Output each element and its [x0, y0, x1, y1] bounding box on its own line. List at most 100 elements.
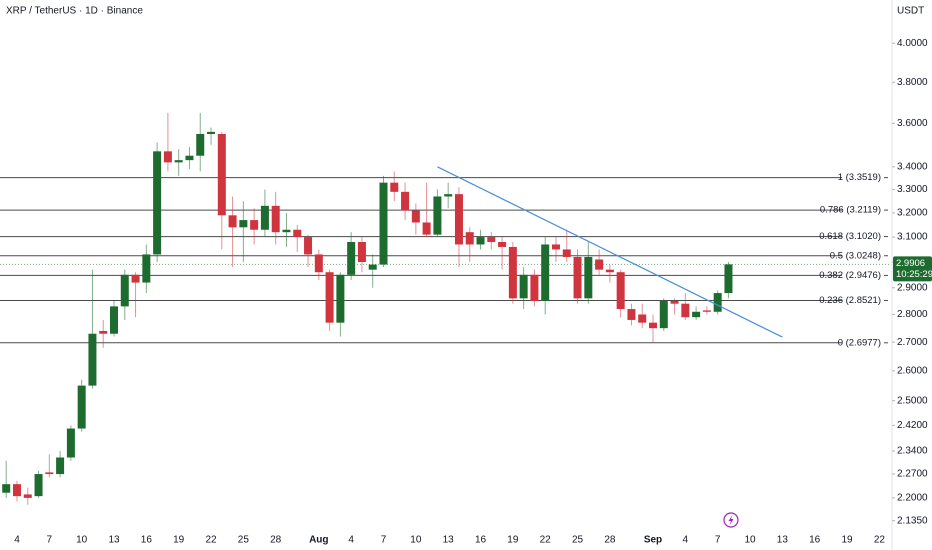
lightning-icon[interactable] — [723, 512, 739, 528]
candle-body — [422, 222, 431, 235]
candle-body — [454, 194, 463, 245]
x-tick-label: 10 — [76, 535, 88, 546]
fib-label: 1 (3.3519) — [838, 172, 881, 183]
candle-body — [250, 220, 259, 230]
candle-body — [551, 244, 560, 250]
candle-body — [357, 241, 366, 263]
x-tick-label: 7 — [381, 535, 387, 546]
x-tick-label: 16 — [809, 535, 821, 546]
candle-body — [702, 310, 711, 312]
y-tick-label: 3.4000 — [897, 161, 928, 172]
candle-body — [498, 241, 507, 247]
candle-body — [120, 274, 129, 307]
candle-body — [77, 385, 86, 429]
candle-body — [692, 311, 701, 318]
y-tick-label: 3.6000 — [897, 118, 928, 129]
y-tick-label: 2.5000 — [897, 395, 928, 406]
candle-body — [649, 322, 657, 329]
candle-body — [163, 151, 172, 163]
x-tick-label: 13 — [443, 535, 455, 546]
candle-body — [99, 330, 108, 334]
candle-body — [530, 274, 539, 302]
candle-body — [56, 457, 65, 475]
candle-body — [66, 428, 75, 458]
fib-label: 0.786 (3.2119) — [820, 205, 881, 216]
candle-body — [379, 182, 388, 265]
x-tick-label: 28 — [270, 535, 282, 546]
x-tick-label: 19 — [173, 535, 185, 546]
candle-body — [390, 182, 399, 192]
candle-body — [174, 160, 183, 163]
candle-body — [713, 293, 722, 312]
fib-label: 0.236 (2.8521) — [819, 295, 881, 306]
candle-body — [476, 237, 485, 245]
x-tick-label: 13 — [108, 535, 120, 546]
candle-body — [142, 254, 151, 283]
candle-body — [196, 133, 205, 156]
y-tick-label: 3.3000 — [897, 184, 928, 195]
last-price-label: 2.9906 — [896, 258, 925, 269]
x-tick-label: 16 — [141, 535, 153, 546]
y-tick-label: 3.8000 — [897, 77, 928, 88]
y-tick-label: 2.2000 — [897, 493, 928, 504]
candle-body — [724, 264, 733, 294]
fib-label: 0.618 (3.1020) — [819, 231, 881, 242]
countdown-label: 10:25:29 — [896, 269, 932, 280]
candle-body — [23, 494, 32, 498]
x-tick-label: 19 — [841, 535, 853, 546]
y-tick-label: 3.2000 — [897, 208, 928, 219]
candle-body — [411, 210, 420, 223]
candle-body — [444, 194, 453, 197]
candle-body — [584, 256, 593, 299]
candle-body — [681, 303, 690, 318]
candle-body — [541, 244, 550, 302]
candle-body — [282, 229, 291, 233]
candle-body — [239, 220, 248, 228]
candle-body — [573, 256, 582, 299]
candle-body — [217, 133, 226, 216]
candle-body — [627, 309, 636, 320]
x-tick-label: 22 — [874, 535, 886, 546]
y-tick-label: 2.9000 — [897, 282, 928, 293]
candle-body — [605, 269, 614, 273]
candle-body — [595, 259, 604, 270]
x-tick-label: 4 — [683, 535, 689, 546]
candle-body — [304, 237, 313, 255]
candle-body — [670, 301, 679, 304]
candle-body — [616, 272, 625, 310]
y-tick-label: 2.4200 — [897, 420, 928, 431]
x-tick-label: 7 — [715, 535, 721, 546]
candle-body — [131, 274, 140, 283]
candle-body — [34, 474, 43, 497]
x-tick-label: 7 — [47, 535, 53, 546]
candle-body — [153, 151, 162, 255]
candle-body — [401, 191, 410, 211]
y-tick-label: 2.6000 — [897, 365, 928, 376]
x-tick-label: Aug — [309, 535, 328, 546]
candle-body — [260, 205, 269, 230]
candle-body — [88, 333, 97, 386]
currency-label: USDT — [897, 6, 924, 17]
y-tick-label: 2.3400 — [897, 446, 928, 457]
fib-label: 0.5 (3.0248) — [830, 250, 881, 261]
y-tick-label: 2.7000 — [897, 337, 928, 348]
x-tick-label: 19 — [507, 535, 519, 546]
x-tick-label: 25 — [572, 535, 584, 546]
x-tick-label: 10 — [744, 535, 756, 546]
candle-body — [487, 237, 496, 242]
x-tick-label: 4 — [14, 535, 20, 546]
candle-body — [110, 306, 118, 334]
candle-body — [562, 249, 571, 257]
chart-title: XRP / TetherUS · 1D · Binance — [6, 6, 143, 17]
candle-body — [325, 272, 334, 323]
candle-body — [228, 215, 237, 228]
candle-body — [271, 205, 280, 233]
y-tick-label: 4.0000 — [897, 38, 928, 49]
trendline — [437, 166, 783, 338]
x-tick-label: 4 — [348, 535, 354, 546]
candle-body — [638, 314, 647, 323]
fib-label: 0 (2.6977) — [838, 337, 881, 348]
candle-body — [508, 246, 517, 299]
candle-body — [207, 131, 216, 134]
